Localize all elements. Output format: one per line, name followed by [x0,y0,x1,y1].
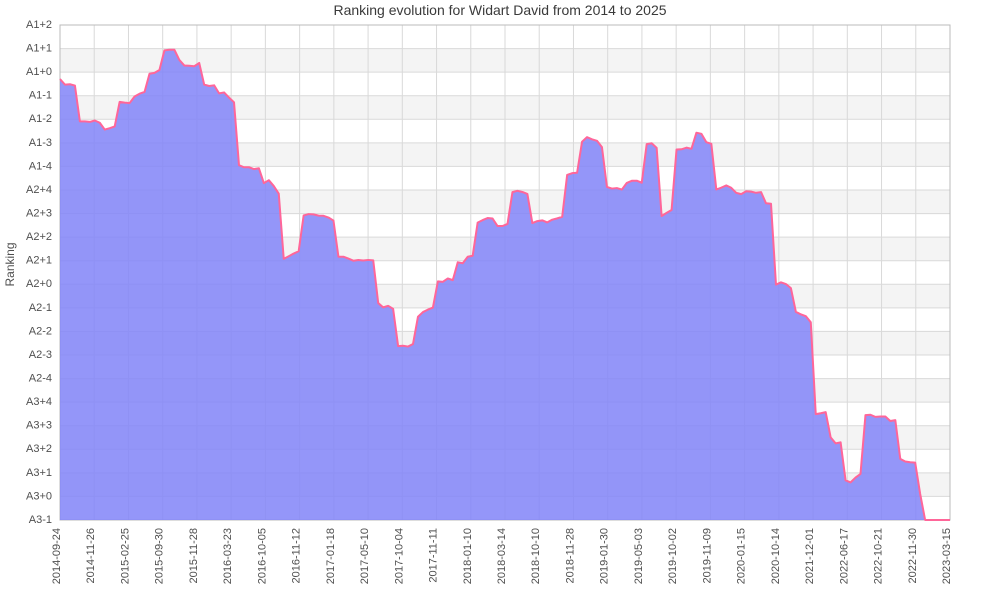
svg-text:2018-10-10: 2018-10-10 [530,528,542,584]
svg-text:Ranking: Ranking [3,242,17,286]
svg-text:2022-06-17: 2022-06-17 [838,528,850,584]
svg-text:2018-11-28: 2018-11-28 [564,528,576,583]
svg-text:2017-10-04: 2017-10-04 [393,528,405,584]
svg-text:2019-11-09: 2019-11-09 [701,528,713,583]
svg-text:A3+0: A3+0 [26,490,52,502]
svg-text:2015-02-25: 2015-02-25 [119,528,131,584]
svg-text:2016-10-05: 2016-10-05 [256,528,268,584]
svg-text:A2-4: A2-4 [29,372,52,384]
svg-text:A3+1: A3+1 [26,467,52,479]
svg-text:2014-11-26: 2014-11-26 [85,528,97,583]
svg-text:A3+4: A3+4 [26,396,52,408]
svg-text:2020-01-15: 2020-01-15 [736,528,748,584]
svg-text:A3+3: A3+3 [26,420,52,432]
svg-text:2017-11-11: 2017-11-11 [428,528,440,583]
svg-text:2019-05-03: 2019-05-03 [633,528,645,584]
svg-text:2022-11-30: 2022-11-30 [907,528,919,583]
svg-text:2023-03-15: 2023-03-15 [941,528,953,584]
svg-text:2022-10-21: 2022-10-21 [873,528,885,584]
svg-text:2016-11-12: 2016-11-12 [291,528,303,583]
svg-text:A2+4: A2+4 [26,184,52,196]
svg-text:A1-1: A1-1 [29,90,52,102]
svg-text:2018-01-10: 2018-01-10 [462,528,474,584]
svg-text:A2-3: A2-3 [29,349,52,361]
svg-text:2019-10-02: 2019-10-02 [667,528,679,584]
svg-text:2014-09-24: 2014-09-24 [51,528,63,584]
svg-text:2015-09-30: 2015-09-30 [154,528,166,584]
svg-text:A1+2: A1+2 [26,19,52,31]
svg-text:A3+2: A3+2 [26,443,52,455]
svg-text:2018-03-14: 2018-03-14 [496,528,508,584]
svg-text:A1+1: A1+1 [26,42,52,54]
svg-text:A2+1: A2+1 [26,255,52,267]
svg-text:A1-3: A1-3 [29,137,52,149]
svg-text:A2-2: A2-2 [29,325,52,337]
svg-text:2020-10-14: 2020-10-14 [770,528,782,584]
svg-text:2016-03-23: 2016-03-23 [222,528,234,584]
svg-text:2017-05-10: 2017-05-10 [359,528,371,584]
svg-text:A3-1: A3-1 [29,514,52,526]
svg-text:Ranking evolution for Widart D: Ranking evolution for Widart David from … [333,2,666,18]
svg-text:2015-11-28: 2015-11-28 [188,528,200,583]
svg-text:A1+0: A1+0 [26,66,52,78]
svg-text:A1-4: A1-4 [29,160,52,172]
svg-text:A1-2: A1-2 [29,113,52,125]
svg-text:A2+2: A2+2 [26,231,52,243]
svg-text:A2-1: A2-1 [29,302,52,314]
svg-text:2019-01-30: 2019-01-30 [599,528,611,584]
svg-text:A2+3: A2+3 [26,207,52,219]
svg-text:2021-12-01: 2021-12-01 [804,528,816,584]
svg-text:2017-01-18: 2017-01-18 [325,528,337,584]
svg-text:A2+0: A2+0 [26,278,52,290]
